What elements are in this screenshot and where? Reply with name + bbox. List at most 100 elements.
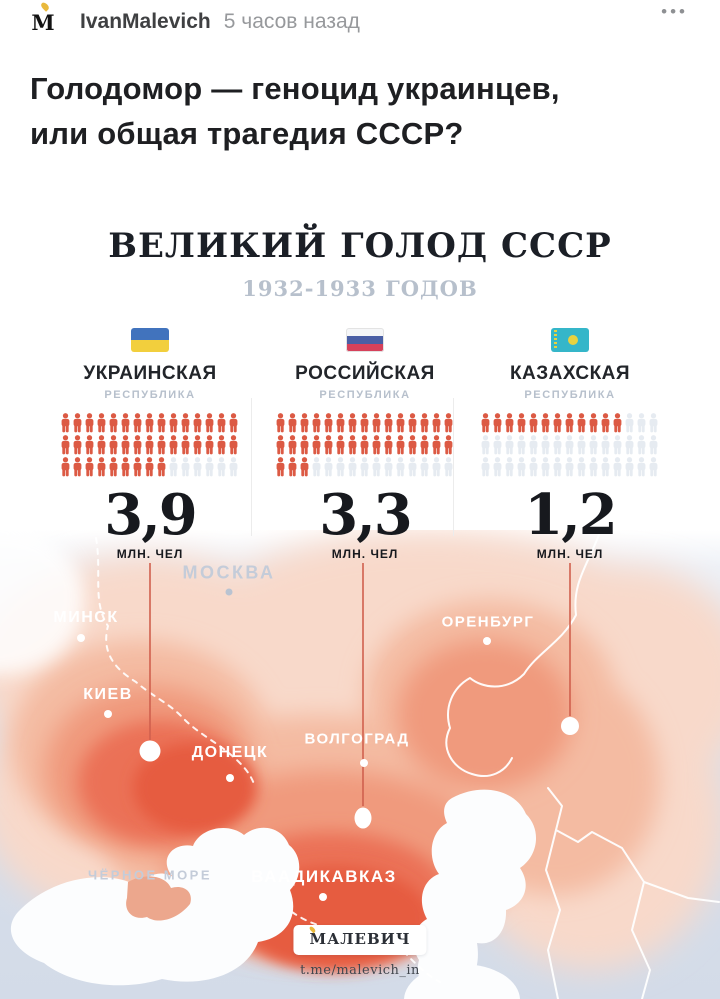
deaths-value-ukraine: 3,9: [104, 482, 197, 548]
person-icon: [577, 435, 586, 455]
city-label-orenburg: ОРЕНБУРГ: [441, 613, 535, 631]
person-icon: [505, 413, 514, 433]
column-divider: [251, 398, 252, 536]
post-timestamp: 5 часов назад: [223, 10, 360, 33]
city-label-kiev: КИЕВ: [83, 686, 133, 703]
channel-avatar[interactable]: М: [26, 1, 60, 39]
person-icon: [493, 413, 502, 433]
person-icon: [444, 413, 453, 433]
person-icon: [625, 413, 634, 433]
person-icon: [396, 457, 405, 477]
person-icon: [625, 435, 634, 455]
avatar-letter: М: [31, 9, 55, 35]
person-icon: [384, 457, 393, 477]
person-icon: [649, 435, 658, 455]
person-icon: [432, 435, 441, 455]
post-header: М IvanMalevich 5 часов назад •••: [0, 0, 720, 44]
city-dot-moscow: [225, 588, 233, 596]
person-icon: [288, 457, 297, 477]
person-icon: [625, 457, 634, 477]
city-dot-orenburg: [483, 637, 491, 645]
channel-name[interactable]: IvanMalevich: [80, 10, 211, 33]
column-kazakhstan: КАЗАХСКАЯ РЕСПУБЛИКА 1,2 МЛН. ЧЕЛ: [475, 328, 665, 561]
person-icon: [613, 413, 622, 433]
person-icon: [181, 457, 190, 477]
person-icon: [85, 413, 94, 433]
person-icon: [300, 435, 309, 455]
person-icon: [61, 457, 70, 477]
column-ukraine: УКРАИНСКАЯ РЕСПУБЛИКА 3,9 МЛН. ЧЕЛ: [55, 328, 245, 561]
city-dot-kiev: [104, 710, 112, 718]
person-icon: [408, 435, 417, 455]
person-icon: [529, 413, 538, 433]
person-icon: [217, 457, 226, 477]
person-icon: [541, 457, 550, 477]
person-icon: [444, 457, 453, 477]
person-icon: [73, 457, 82, 477]
indicator-dot-russia: [354, 807, 372, 829]
person-icon: [169, 457, 178, 477]
person-icon: [205, 457, 214, 477]
person-icon: [288, 413, 297, 433]
person-icon: [336, 457, 345, 477]
post-menu-button[interactable]: •••: [661, 2, 688, 21]
person-icon: [541, 413, 550, 433]
person-icon: [300, 413, 309, 433]
person-icon: [553, 435, 562, 455]
person-icon: [73, 413, 82, 433]
person-icon: [109, 457, 118, 477]
column-russia: РОССИЙСКАЯ РЕСПУБЛИКА 3,3 МЛН. ЧЕЛ: [270, 328, 460, 561]
person-icon: [217, 435, 226, 455]
republic-sub: РЕСПУБЛИКА: [319, 389, 411, 401]
column-divider: [453, 398, 454, 536]
person-icon: [121, 435, 130, 455]
city-label-moscow: МОСКВА: [182, 562, 276, 583]
unit-label: МЛН. ЧЕЛ: [536, 547, 604, 561]
brand-name: МАЛЕВИЧ: [308, 925, 410, 948]
person-icon: [372, 435, 381, 455]
person-icon: [481, 435, 490, 455]
person-icon: [517, 435, 526, 455]
crimea-shape: [126, 876, 191, 921]
person-icon: [432, 457, 441, 477]
person-icon: [276, 413, 285, 433]
person-icon: [324, 457, 333, 477]
person-icon: [372, 457, 381, 477]
person-icon: [193, 413, 202, 433]
person-icon: [121, 413, 130, 433]
city-label-minsk: МИНСК: [53, 609, 119, 626]
person-icon: [348, 435, 357, 455]
republic-name: КАЗАХСКАЯ: [509, 363, 631, 384]
russia-flag-icon: [346, 328, 384, 352]
person-icon: [613, 435, 622, 455]
person-icon: [145, 457, 154, 477]
person-icon: [384, 435, 393, 455]
person-icon: [493, 457, 502, 477]
person-icon: [589, 435, 598, 455]
deaths-value-russia: 3,3: [319, 482, 412, 548]
person-icon: [133, 435, 142, 455]
person-icon: [73, 435, 82, 455]
person-icon: [565, 457, 574, 477]
person-icon: [145, 435, 154, 455]
post-title[interactable]: Голодомор — геноцид украинцев, или общая…: [30, 66, 700, 156]
republic-name: УКРАИНСКАЯ: [83, 363, 217, 384]
person-icon: [637, 413, 646, 433]
unit-label: МЛН. ЧЕЛ: [116, 547, 184, 561]
person-icon: [348, 457, 357, 477]
person-icon: [505, 457, 514, 477]
person-icon: [481, 457, 490, 477]
person-icon: [169, 435, 178, 455]
republic-sub: РЕСПУБЛИКА: [524, 389, 616, 401]
person-icon: [637, 435, 646, 455]
city-label-vladikavkaz: ВААДИКАВКАЗ: [251, 867, 397, 886]
map-artwork: [0, 530, 720, 999]
person-icon: [577, 413, 586, 433]
person-icon: [601, 413, 610, 433]
post-title-line1: Голодомор — геноцид украинцев,: [30, 71, 560, 106]
person-icon: [505, 435, 514, 455]
city-label-volgograd: ВОЛГОГРАД: [304, 730, 410, 748]
caspian-sea-shape: [413, 789, 537, 995]
person-icon: [145, 413, 154, 433]
person-icon: [157, 457, 166, 477]
